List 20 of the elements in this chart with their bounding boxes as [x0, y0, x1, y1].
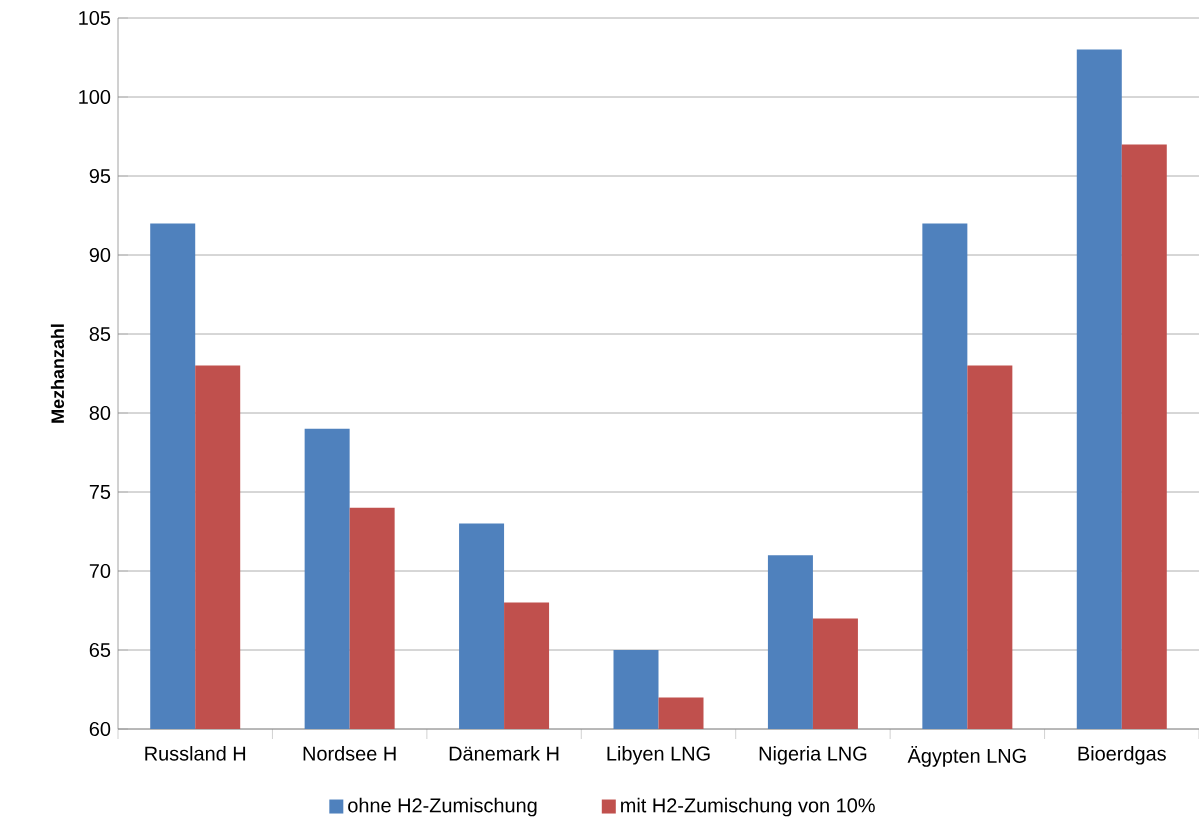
- legend-label: mit H2-Zumischung von 10%: [621, 797, 875, 817]
- y-tick-label: 100: [79, 89, 111, 105]
- y-tick-label: 75: [89, 485, 111, 499]
- y-tick-label: 65: [89, 642, 111, 658]
- y-tick-label: 90: [89, 247, 111, 263]
- x-tick-label: Nordsee H: [303, 746, 396, 761]
- x-tick-label: Libyen LNG: [607, 746, 710, 765]
- y-tick-label: 105: [79, 10, 111, 26]
- x-tick-label: Ägypten LNG: [907, 746, 1026, 767]
- y-tick-label: 95: [89, 168, 111, 184]
- y-tick-label: 60: [89, 721, 111, 737]
- y-tick-label: 70: [89, 563, 111, 579]
- legend-label: ohne H2-Zumischung: [348, 797, 537, 817]
- y-tick-label: 80: [89, 405, 111, 421]
- x-tick-label: Dänemark H: [449, 746, 559, 761]
- x-tick-label: Nigeria LNG: [759, 746, 867, 765]
- y-tick-label: 85: [89, 326, 111, 342]
- x-tick-label: Russland H: [145, 746, 246, 761]
- x-tick-label: Bioerdgas: [1078, 746, 1166, 765]
- y-axis-title: Mezhanzahl: [50, 324, 65, 423]
